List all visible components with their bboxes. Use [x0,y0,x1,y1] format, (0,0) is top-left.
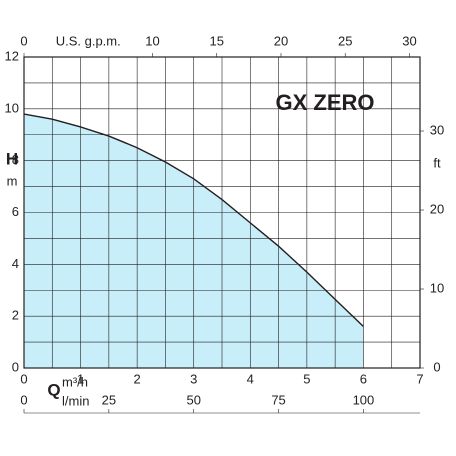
x-tick-label: 0 [20,371,27,386]
curve-line [23,113,364,328]
x3-tick-label: 75 [271,392,285,407]
y2-unit: ft [433,155,441,170]
y-tick-label: 2 [12,308,19,323]
plot-frame [23,56,421,369]
x2-tick-label: 20 [274,33,288,48]
y-unit: m [7,173,18,188]
y-tick-label: 12 [5,48,19,63]
y-label: H [6,149,18,168]
x3-tick-label: 25 [102,392,116,407]
y-tick-label: 4 [12,256,19,271]
y2-tick-label: 30 [430,122,444,137]
y-tick-label: 6 [12,204,19,219]
y-tick-label: 8 [12,152,19,167]
y2-tick-label: 20 [430,201,444,216]
x-tick-label: 6 [360,371,367,386]
x3-unit: l/min [62,393,89,408]
x-label: Q [47,380,60,399]
x3-tick-label: 50 [186,392,200,407]
x3-tick-label: 100 [353,392,375,407]
x2-unit: U.S. g.p.m. [56,33,121,48]
y-tick-label: 10 [5,100,19,115]
x-unit: m³/h [62,374,88,389]
y2-tick-label: 10 [430,280,444,295]
x-tick-label: 5 [303,371,310,386]
chart-title: GX ZERO [275,90,374,115]
y-tick-label: 0 [12,359,19,374]
x-tick-label: 2 [134,371,141,386]
x-tick-label: 7 [416,371,423,386]
x2-tick-label: 15 [209,33,223,48]
x-tick-label: 3 [190,371,197,386]
x-tick-label: 1 [77,371,84,386]
x2-tick-label: 25 [338,33,352,48]
x-tick-label: 4 [247,371,254,386]
x2-tick-label: 10 [145,33,159,48]
y2-tick-label: 0 [433,359,440,374]
x2-tick-label: 30 [402,33,416,48]
x3-tick-label: 0 [20,392,27,407]
x2-tick-label: 0 [20,33,27,48]
